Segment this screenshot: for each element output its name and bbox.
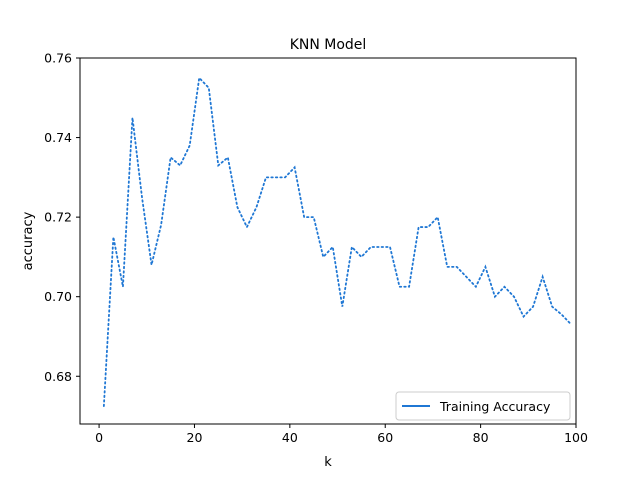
plot-area-frame (79, 57, 577, 425)
y-tick-label: 0.74 (44, 130, 72, 145)
y-tick-label: 0.68 (44, 369, 72, 384)
series-line-training-accuracy (102, 75, 573, 408)
x-tick-label: 40 (282, 430, 298, 445)
legend: Training Accuracy (395, 391, 571, 421)
x-tick-label: 60 (377, 430, 393, 445)
x-axis-label: k (324, 455, 332, 470)
x-tick-label: 100 (564, 430, 588, 445)
y-tick-label: 0.70 (44, 289, 72, 304)
legend-label: Training Accuracy (439, 399, 551, 414)
y-axis-label: accuracy (21, 211, 36, 270)
legend-frame (395, 391, 571, 421)
x-tick-label: 0 (95, 430, 103, 445)
y-tick-label: 0.76 (44, 51, 72, 66)
x-tick-label: 20 (187, 430, 203, 445)
y-tick-label: 0.72 (44, 210, 72, 225)
x-tick-label: 80 (473, 430, 489, 445)
chart-title: KNN Model (290, 37, 367, 53)
axis-ticks: 0 20 40 60 80 100 0.68 0.70 0.72 0.74 0.76 (44, 51, 588, 446)
